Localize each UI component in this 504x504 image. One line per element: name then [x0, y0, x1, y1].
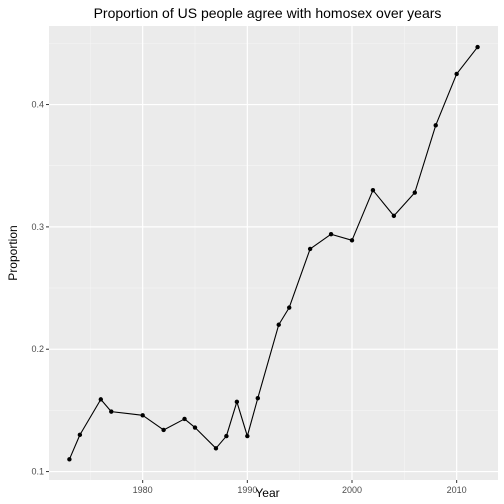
- data-point: [433, 123, 438, 128]
- data-point: [475, 44, 480, 50]
- data-point: [98, 397, 104, 402]
- data-point: [213, 446, 219, 451]
- data-point: [307, 246, 313, 252]
- major-gridlines: [49, 26, 498, 480]
- data-point: [192, 425, 198, 430]
- data-point: [67, 457, 72, 462]
- data-point: [412, 190, 417, 195]
- data-point: [182, 416, 187, 422]
- series-line: [68, 46, 479, 460]
- data-point: [349, 238, 355, 243]
- chart-title: Proportion of US people agree with homos…: [94, 5, 442, 21]
- data-point: [245, 433, 250, 439]
- data-point: [391, 213, 397, 219]
- x-tick-label: 1980: [133, 485, 153, 495]
- y-axis: 0.1 0.2 0.3 0.4: [31, 100, 49, 477]
- y-tick-label: 0.1: [31, 467, 44, 477]
- data-point: [454, 71, 459, 77]
- data-point: [109, 409, 114, 414]
- data-point: [276, 322, 281, 327]
- data-point: [140, 413, 145, 418]
- data-point: [286, 305, 292, 310]
- y-tick-label: 0.3: [31, 222, 44, 232]
- data-point: [328, 232, 334, 237]
- x-tick-label: 2010: [447, 485, 467, 495]
- x-tick-label: 1990: [237, 485, 257, 495]
- x-tick-label: 2000: [342, 485, 362, 495]
- data-point: [77, 432, 83, 438]
- data-point: [224, 433, 229, 439]
- data-point: [161, 427, 166, 433]
- y-axis-title: Proportion: [6, 225, 20, 280]
- data-point: [234, 399, 240, 405]
- data-point: [370, 187, 376, 193]
- y-tick-label: 0.2: [31, 344, 44, 354]
- x-axis: 1980 1990 2000 2010: [133, 480, 467, 495]
- series-layer: [67, 44, 480, 462]
- y-tick-label: 0.4: [31, 100, 44, 110]
- plot-panel: [49, 26, 498, 480]
- data-point: [255, 395, 261, 401]
- x-axis-title: Year: [255, 486, 279, 500]
